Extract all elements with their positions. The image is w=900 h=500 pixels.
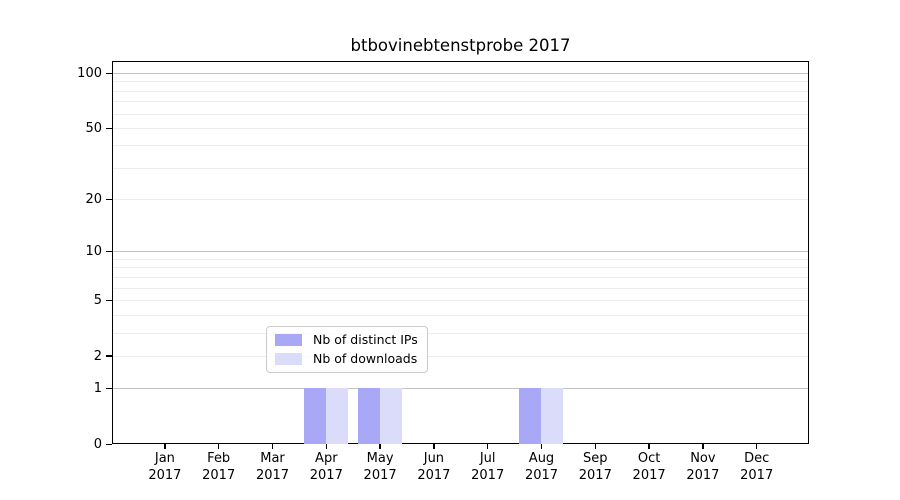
minor-gridline [113,332,808,334]
minor-gridline [113,101,808,103]
x-tick-mark [379,444,381,449]
minor-gridline [113,287,808,289]
minor-gridline [113,81,808,83]
legend-label-downloads: Nb of downloads [313,351,418,366]
chart-title: btbovinebtenstprobe 2017 [350,36,571,55]
legend-row-distinct-ips: Nb of distinct IPs [275,332,418,348]
y-tick-label: 2 [93,348,102,364]
legend-swatch-downloads [275,353,302,365]
y-tick-label: 50 [85,120,102,136]
minor-gridline [113,199,808,201]
x-tick-label: Sep 2017 [578,451,612,483]
x-tick-mark [487,444,489,449]
y-tick-label: 10 [85,244,102,260]
minor-gridline [113,145,808,147]
y-tick-label: 5 [93,292,102,308]
minor-gridline [113,127,808,129]
x-tick-label: Nov 2017 [686,451,720,483]
x-tick-label: Jan 2017 [148,451,182,483]
legend: Nb of distinct IPs Nb of downloads [266,326,428,373]
y-tick-label: 1 [93,381,102,397]
x-tick-mark [648,444,650,449]
minor-gridline [113,267,808,269]
minor-gridline [113,276,808,278]
x-tick-label: Mar 2017 [255,451,290,483]
x-tick-mark [218,444,220,449]
x-tick-mark [594,444,596,449]
y-tick-label: 0 [93,436,102,452]
minor-gridline [113,113,808,115]
legend-label-distinct-ips: Nb of distinct IPs [313,332,418,347]
x-tick-mark [325,444,327,449]
x-tick-label: Aug 2017 [524,451,559,483]
x-tick-label: Feb 2017 [202,451,236,483]
bar-downloads-apr [325,388,348,444]
x-tick-mark [540,444,543,449]
minor-gridline [113,90,808,92]
minor-gridline [113,167,808,169]
x-tick-label: May 2017 [363,451,397,483]
x-tick-mark [702,444,704,449]
minor-gridline [113,299,808,301]
x-tick-mark [164,444,166,449]
major-gridline [113,388,808,390]
minor-gridline [113,314,808,316]
legend-swatch-distinct-ips [275,334,302,346]
x-tick-label: Jun 2017 [417,451,451,483]
x-tick-mark [271,444,274,449]
major-gridline [113,251,808,253]
plot-area [112,61,809,444]
y-tick-label: 20 [85,192,102,208]
bar-distinct-ips-aug [519,388,542,444]
bar-distinct-ips-apr [303,388,326,444]
legend-row-downloads: Nb of downloads [275,351,418,367]
x-tick-mark [756,444,758,449]
x-tick-label: Apr 2017 [309,451,343,483]
minor-gridline [113,258,808,260]
major-gridline [113,73,808,74]
bar-downloads-may [379,388,402,444]
x-tick-label: Jul 2017 [471,451,505,483]
x-tick-label: Oct 2017 [632,451,666,483]
x-tick-mark [433,444,435,449]
bar-downloads-aug [541,388,564,444]
x-tick-label: Dec 2017 [740,451,774,483]
bar-distinct-ips-may [357,388,380,444]
minor-gridline [113,355,808,357]
y-tick-label: 100 [77,65,102,81]
